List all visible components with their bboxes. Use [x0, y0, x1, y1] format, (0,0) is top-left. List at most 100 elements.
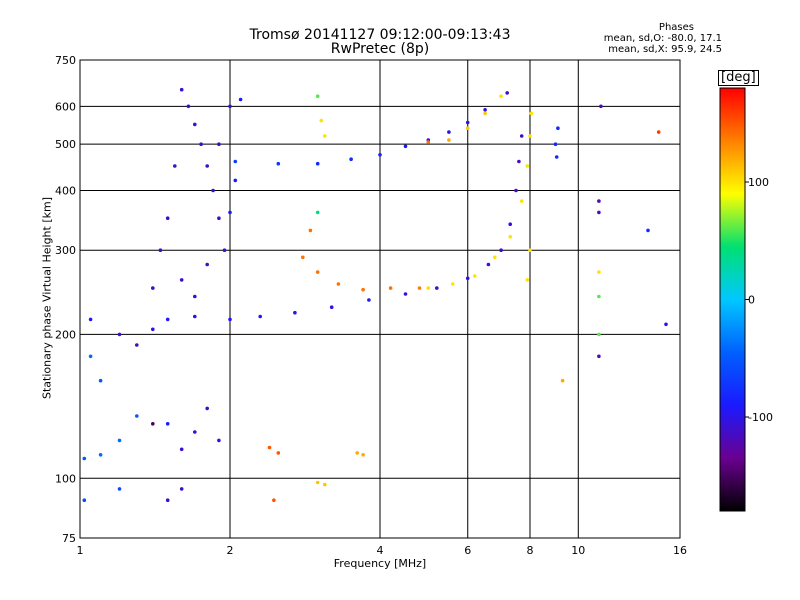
data-point: [228, 104, 232, 109]
data-point: [361, 287, 365, 292]
y-tick-label: 100: [55, 472, 76, 485]
data-point: [519, 134, 524, 138]
data-point: [222, 248, 227, 252]
data-point: [315, 480, 320, 485]
data-point: [258, 314, 263, 319]
data-point: [267, 445, 272, 450]
data-point: [205, 262, 209, 267]
data-point: [151, 422, 155, 426]
colorbar-tick-label: 100: [748, 176, 769, 189]
data-point: [228, 210, 232, 215]
data-point: [276, 451, 281, 455]
data-point: [483, 111, 487, 116]
chart-title: Tromsø 20141127 09:12:00-09:13:43: [249, 27, 511, 43]
data-point: [233, 159, 238, 164]
grid: [80, 60, 680, 538]
data-point: [556, 126, 560, 130]
data-point: [217, 216, 221, 220]
x-tick-label: 4: [377, 544, 384, 557]
data-point: [553, 142, 558, 146]
data-point: [554, 155, 559, 159]
data-point: [179, 447, 184, 452]
y-ticks: 75 100 200 300 400 500 600 750: [55, 54, 76, 545]
data-point: [158, 248, 163, 252]
y-tick-label: 75: [62, 532, 76, 545]
data-point: [664, 322, 668, 327]
data-point: [193, 122, 197, 127]
y-tick-label: 500: [55, 138, 76, 151]
chart-subtitle: RwPretec (8p): [330, 41, 430, 57]
data-point: [179, 278, 184, 282]
data-point: [315, 270, 320, 274]
data-point: [135, 343, 139, 347]
data-point: [315, 94, 320, 98]
data-point: [473, 274, 477, 278]
y-tick-label: 300: [55, 244, 76, 257]
x-tick-label: 2: [227, 544, 234, 557]
colorbar-ticks: 100 0 -100: [745, 176, 773, 424]
data-point: [173, 164, 177, 168]
data-point: [272, 498, 276, 503]
data-point: [656, 130, 661, 134]
data-point: [493, 255, 497, 260]
x-tick-label: 6: [464, 544, 471, 557]
data-point: [319, 118, 324, 123]
data-point: [117, 438, 122, 443]
data-point: [508, 235, 512, 239]
data-point: [465, 120, 470, 125]
data-point: [179, 487, 184, 491]
data-point: [151, 327, 155, 332]
data-point: [217, 142, 221, 146]
data-point: [483, 108, 487, 112]
phases-x-stats: mean, sd,X: 95.9, 24.5: [608, 44, 722, 55]
data-point: [525, 278, 530, 282]
data-point: [528, 134, 532, 138]
data-point: [336, 282, 341, 286]
data-point: [238, 97, 243, 102]
data-point: [308, 228, 313, 233]
data-point: [597, 210, 601, 215]
x-axis-label: Frequency [MHz]: [333, 557, 427, 570]
data-point: [165, 216, 170, 220]
data-point: [193, 294, 197, 299]
x-ticks: 1 2 4 6 8 10 16: [77, 544, 688, 557]
data-point: [228, 317, 232, 322]
data-point: [151, 286, 155, 290]
y-tick-label: 750: [55, 54, 76, 67]
data-point: [514, 188, 518, 193]
data-point: [361, 453, 365, 457]
data-point: [323, 482, 327, 487]
x-tick-label: 1: [77, 544, 84, 557]
data-point: [451, 282, 455, 286]
data-point: [426, 286, 431, 290]
x-tick-label: 16: [673, 544, 687, 557]
data-point: [82, 456, 87, 461]
data-point: [329, 305, 334, 310]
data-point: [465, 126, 470, 130]
data-point: [88, 317, 93, 322]
data-point: [525, 164, 530, 168]
data-point: [378, 153, 382, 157]
data-point: [349, 157, 353, 161]
data-point: [597, 199, 601, 203]
data-point: [211, 188, 215, 193]
data-point: [205, 164, 209, 168]
data-point: [465, 276, 470, 281]
data-point: [505, 91, 510, 95]
data-point: [447, 130, 451, 134]
data-point: [193, 430, 197, 434]
data-point: [597, 332, 601, 337]
data-point: [323, 134, 327, 138]
data-point: [117, 487, 122, 491]
data-point: [82, 498, 87, 503]
data-point: [528, 248, 532, 252]
data-point: [388, 286, 393, 290]
data-point: [193, 314, 197, 319]
data-point: [233, 178, 238, 183]
data-point: [301, 255, 305, 260]
data-point: [486, 262, 491, 267]
colorbar-tick-label: -100: [748, 411, 773, 424]
data-point: [519, 199, 524, 203]
data-point: [98, 453, 103, 457]
